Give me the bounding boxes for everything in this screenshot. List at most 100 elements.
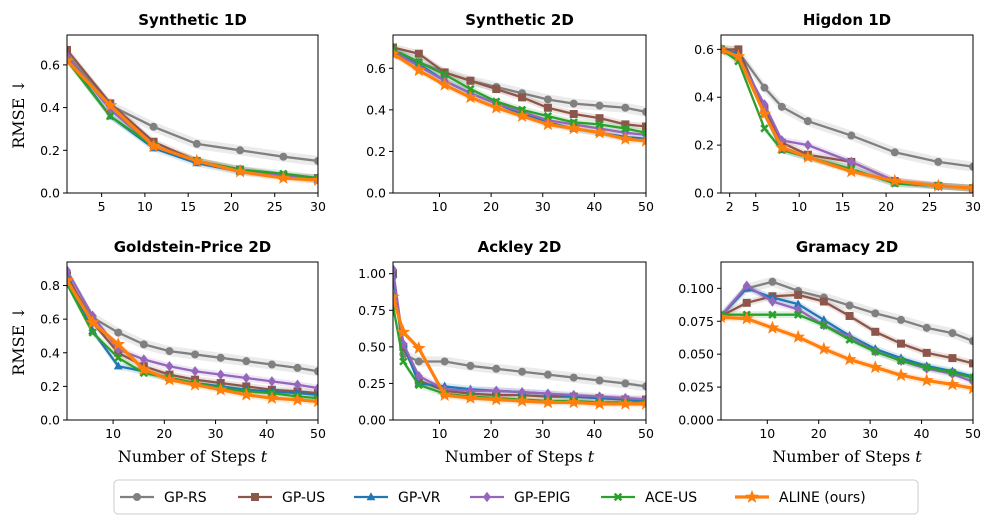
y-tick-label: 0.2: [40, 143, 60, 158]
data-point: [803, 139, 812, 151]
data-point: [414, 370, 423, 382]
data-point: [492, 85, 501, 94]
data-point: [760, 99, 769, 110]
data-point: [742, 298, 751, 307]
data-point: [191, 366, 200, 377]
plot-area: [67, 265, 318, 408]
x-tick-label: 40: [259, 426, 275, 441]
data-point: [466, 361, 475, 370]
y-tick-label: 0.6: [40, 57, 60, 72]
y-tick-label: 0.075: [678, 314, 714, 329]
data-point: [216, 369, 225, 380]
y-tick-label: 0.0: [694, 186, 714, 201]
data-point: [314, 156, 318, 165]
data-point: [139, 340, 148, 349]
data-point: [844, 164, 859, 178]
data-point: [414, 57, 424, 67]
x-tick-label: 30: [208, 426, 224, 441]
data-point: [192, 139, 201, 148]
y-tick-label: 0.25: [358, 376, 386, 391]
data-point: [191, 350, 200, 359]
data-point: [440, 357, 449, 366]
data-point: [871, 327, 880, 336]
data-point: [592, 396, 607, 410]
data-point: [897, 315, 905, 324]
legend-entry: GP-RS: [120, 490, 207, 506]
subplot-title: Synthetic 1D: [138, 11, 247, 29]
data-point: [890, 148, 899, 157]
data-point: [819, 297, 828, 306]
data-point: [233, 164, 247, 178]
x-tick-label: 20: [483, 199, 499, 214]
data-point: [868, 360, 883, 374]
y-tick-label: 1.00: [358, 266, 386, 281]
data-point: [595, 376, 604, 385]
data-point: [463, 390, 478, 404]
data-point: [149, 122, 158, 131]
confidence-band: [67, 57, 318, 182]
data-point: [948, 354, 957, 363]
confidence-band: [393, 271, 646, 392]
x-tick-label: 40: [586, 426, 602, 441]
x-tick-label: 20: [811, 426, 827, 441]
data-point: [639, 396, 646, 410]
data-point: [279, 152, 288, 161]
data-point: [618, 396, 633, 410]
x-tick-label: 30: [535, 199, 551, 214]
subplot: Ackley 2D 10 20 30 40 50 0.00 0.25 0.50 0.75 1.00 N…: [358, 238, 654, 466]
y-tick-label: 0.2: [694, 138, 714, 153]
data-point: [566, 395, 581, 409]
plot-area: [721, 42, 973, 193]
x-tick-label: 5: [98, 199, 106, 214]
confidence-band: [67, 55, 318, 184]
data-point: [721, 310, 728, 324]
data-point: [236, 146, 245, 155]
y-tick-label: 0.050: [678, 347, 714, 362]
data-point: [489, 100, 504, 114]
data-point: [919, 373, 934, 387]
y-tick-label: 0.6: [40, 312, 60, 327]
data-point: [777, 102, 786, 111]
x-tick-label: 30: [310, 199, 326, 214]
axes-frame: [66, 261, 319, 421]
data-point: [819, 315, 829, 324]
data-point: [111, 337, 126, 351]
y-tick-label: 0.75: [358, 303, 386, 318]
data-point: [113, 361, 123, 370]
data-point: [492, 364, 501, 373]
data-point: [721, 42, 728, 56]
subplot-title: Synthetic 2D: [465, 11, 574, 29]
data-point: [213, 382, 228, 396]
data-point: [945, 377, 960, 391]
data-point: [393, 264, 397, 275]
x-tick-label: 20: [483, 426, 499, 441]
data-point: [969, 162, 973, 171]
series-line: [393, 305, 646, 404]
legend-label: GP-RS: [164, 490, 207, 506]
legend: GP-RS GP-US GP-VR GP-EPIG ACE-US ALINE (ours): [113, 479, 919, 515]
y-tick-label: 0.4: [694, 90, 714, 105]
confidence-band: [721, 45, 973, 192]
data-point: [816, 341, 831, 355]
data-point: [311, 172, 318, 187]
data-point: [566, 121, 581, 135]
data-point: [440, 70, 449, 79]
data-point: [489, 392, 504, 406]
data-point: [515, 108, 529, 122]
data-point: [189, 153, 204, 167]
x-axis-label: Number of Steps t: [772, 447, 922, 466]
plot-area: [393, 264, 646, 410]
legend-entry: ACE-US: [601, 490, 697, 506]
x-tick-label: 10: [105, 426, 121, 441]
data-point: [931, 178, 946, 192]
data-point: [162, 372, 177, 386]
data-point: [411, 63, 426, 77]
y-tick-label: 0.00: [358, 413, 386, 428]
data-point: [739, 311, 754, 325]
series-line: [721, 48, 973, 190]
data-point: [267, 376, 276, 387]
subplot: Synthetic 1D 5 10 15 20 25 30 0.0 0.2 0.4 0.6 RMSE …: [9, 11, 326, 214]
x-tick-label: 10: [791, 199, 807, 214]
data-point: [67, 265, 71, 276]
y-axis-label: RMSE ↓: [9, 306, 28, 376]
